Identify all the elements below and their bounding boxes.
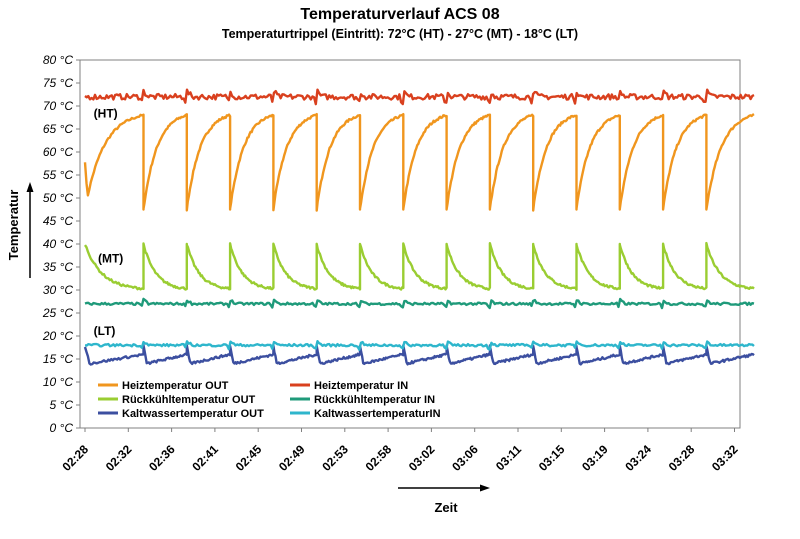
chart-subtitle: Temperaturtrippel (Eintritt): 72°C (HT) … [222, 27, 578, 41]
x-tick-label: 02:53 [319, 442, 351, 474]
x-axis: 02:28 02:32 02:36 02:41 02:45 02:49 02:53 02:58… [60, 428, 741, 474]
y-tick-label: 40 °C [43, 237, 73, 251]
x-tick-label: 03:11 [493, 442, 524, 473]
x-tick-label: 03:02 [406, 442, 438, 474]
legend-label: Rückkühltemperatur IN [314, 394, 435, 406]
x-tick-label: 03:15 [536, 442, 568, 474]
series-line-5 [84, 340, 755, 351]
y-tick-label: 15 °C [43, 352, 73, 366]
series-line-1 [84, 88, 755, 106]
x-tick-label: 03:28 [666, 442, 698, 474]
series-annotations: (HT) (MT) (LT) [94, 107, 124, 339]
chart-title: Temperaturverlauf ACS 08 [300, 6, 499, 23]
x-tick-label: 03:24 [622, 442, 654, 474]
y-tick-label: 30 °C [43, 283, 73, 297]
y-tick-label: 55 °C [43, 168, 73, 182]
x-tick-label: 03:32 [709, 442, 741, 474]
y-tick-label: 50 °C [43, 191, 73, 205]
y-tick-label: 70 °C [43, 99, 73, 113]
series-line-3 [84, 297, 755, 310]
x-tick-label: 03:19 [579, 442, 611, 474]
x-tick-label: 02:49 [276, 442, 308, 474]
y-axis: 0 °C 5 °C 10 °C 15 °C 20 °C 25 °C 30 °C 35 °C 40… [42, 53, 80, 435]
y-tick-label: 60 °C [43, 145, 73, 159]
y-tick-label: 45 °C [43, 214, 73, 228]
series-lines [83, 88, 755, 366]
y-tick-label: 75 °C [43, 76, 73, 90]
legend-label: Heiztemperatur IN [314, 380, 408, 392]
x-tick-label: 02:32 [103, 442, 135, 474]
x-axis-label: Zeit [434, 500, 458, 515]
y-tick-label: 10 °C [43, 375, 73, 389]
plot-area [79, 59, 741, 429]
x-tick-label: 02:45 [233, 442, 265, 474]
y-tick-label: 25 °C [42, 306, 73, 320]
series-line-4 [83, 344, 755, 366]
y-tick-label: 80 °C [43, 53, 73, 67]
y-tick-label: 65 °C [43, 122, 73, 136]
x-axis-arrowhead [480, 484, 490, 492]
legend-label: KaltwassertemperaturIN [314, 408, 441, 420]
x-tick-label: 02:58 [363, 442, 395, 474]
x-tick-label: 03:06 [449, 442, 481, 474]
series-line-2 [84, 241, 755, 291]
x-tick-label: 02:36 [146, 442, 178, 474]
series-annotation: (MT) [98, 251, 123, 265]
series-line-0 [83, 112, 755, 212]
legend: Heiztemperatur OUT Heiztemperatur IN Rückk… [98, 380, 441, 420]
series-annotation: (HT) [94, 107, 118, 121]
legend-label: Heiztemperatur OUT [122, 380, 229, 392]
y-axis-arrowhead [26, 182, 34, 192]
x-tick-label: 02:28 [60, 442, 92, 474]
y-tick-label: 35 °C [43, 260, 73, 274]
y-tick-label: 5 °C [50, 398, 74, 412]
x-tick-label: 02:41 [189, 442, 221, 474]
legend-label: Rückkühltemperatur OUT [122, 394, 256, 406]
y-tick-label: 20 °C [42, 329, 73, 343]
legend-label: Kaltwassertemperatur OUT [122, 408, 264, 420]
y-tick-label: 0 °C [50, 421, 74, 435]
y-axis-label: Temperatur [6, 190, 21, 261]
series-annotation: (LT) [94, 324, 116, 338]
